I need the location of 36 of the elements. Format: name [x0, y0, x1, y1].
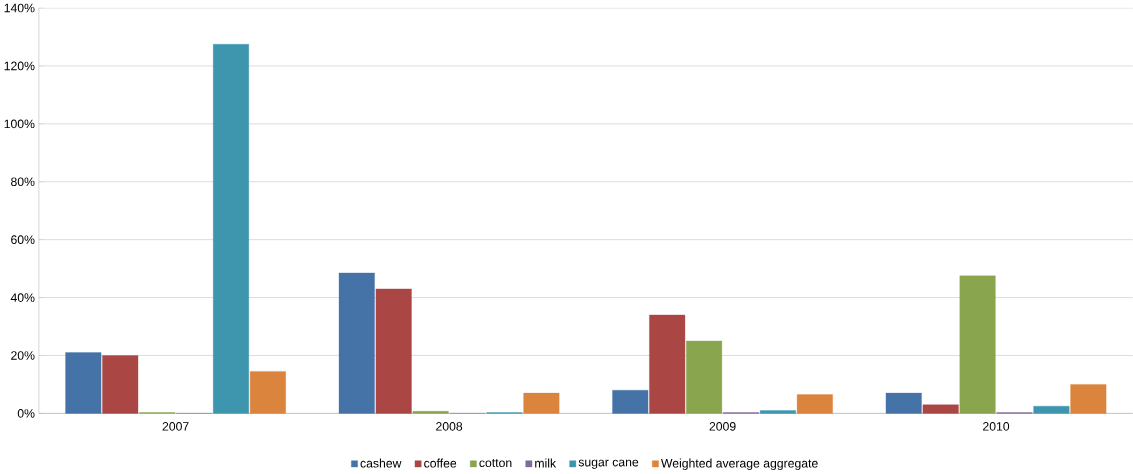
y-tick-label: 120%: [4, 61, 35, 71]
legend-label: cashew: [360, 458, 402, 468]
y-tick-label: 60%: [11, 235, 35, 245]
legend-label: cotton: [479, 459, 512, 468]
y-tick-label: 40%: [10, 293, 35, 303]
bar: [649, 314, 686, 414]
x-tick-label: 2009: [709, 422, 736, 431]
y-tick-label: 100%: [4, 119, 35, 129]
legend-label: sugar cane: [578, 459, 639, 470]
bar: [249, 371, 286, 414]
bar: [922, 404, 959, 414]
bar: [65, 352, 102, 414]
bar: [213, 44, 249, 414]
legend-label: Weighted average aggregate: [660, 458, 818, 471]
bar: [375, 288, 412, 414]
x-tick-label: 2010: [983, 422, 1010, 431]
y-tick-label: 20%: [11, 351, 35, 361]
bar: [523, 393, 560, 414]
bar: [1070, 384, 1107, 414]
bar: [796, 394, 833, 414]
bar: [102, 355, 139, 414]
x-tick-label: 2007: [162, 422, 189, 431]
bar: [959, 275, 996, 414]
y-tick-label: 0%: [17, 409, 35, 418]
legend-label: coffee: [424, 458, 457, 468]
bar: [412, 411, 449, 414]
bar: [760, 410, 796, 414]
y-tick-label: 140%: [4, 3, 35, 13]
bar: [1033, 406, 1070, 414]
bar: [612, 390, 649, 414]
bar: [338, 273, 375, 414]
bar: [885, 393, 922, 414]
bar: [686, 341, 723, 414]
y-tick-label: 80%: [11, 177, 35, 187]
x-tick-label: 2008: [436, 422, 463, 431]
legend-label: milk: [535, 458, 557, 468]
